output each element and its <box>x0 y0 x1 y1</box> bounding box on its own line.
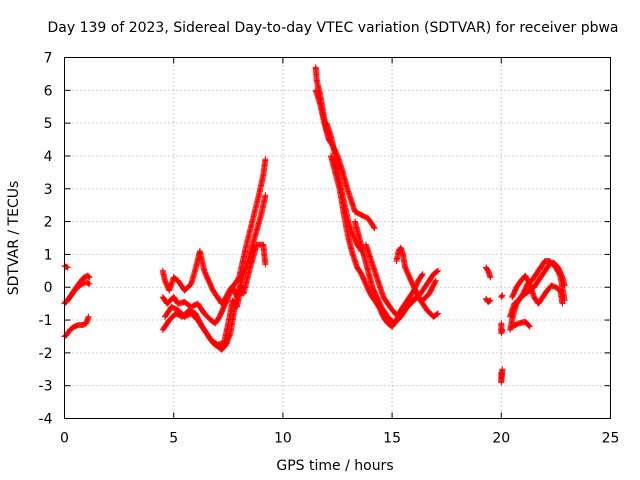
data-track <box>62 279 93 305</box>
data-point <box>64 264 71 271</box>
data-track <box>483 264 494 281</box>
data-point <box>526 323 533 330</box>
data-track <box>162 282 245 348</box>
data-point <box>432 278 439 285</box>
y-tick-label: 4 <box>44 149 53 165</box>
y-tick-label: -2 <box>39 346 53 362</box>
y-axis-label: SDTVAR / TECUs <box>6 181 22 296</box>
data-point <box>434 311 441 318</box>
data-point <box>262 192 269 199</box>
data-point <box>419 271 426 278</box>
data-point <box>499 326 506 333</box>
data-point <box>487 274 494 281</box>
data-point <box>262 261 269 268</box>
data-point <box>85 273 92 280</box>
y-tick-label: 7 <box>44 51 53 67</box>
data-point <box>434 268 441 275</box>
data-point <box>559 300 566 307</box>
data-point <box>238 282 245 289</box>
data-track <box>393 244 441 320</box>
y-tick-label: 5 <box>44 116 53 132</box>
y-tick-label: 1 <box>44 247 53 263</box>
data-track <box>61 262 71 271</box>
x-tick-label: 15 <box>383 431 401 447</box>
x-tick-label: 5 <box>169 431 178 447</box>
data-point <box>435 267 441 274</box>
data-point <box>499 292 506 299</box>
data-track <box>498 366 506 386</box>
data-point <box>432 277 439 284</box>
data-point <box>498 293 505 300</box>
x-tick-label: 20 <box>492 431 510 447</box>
data-point <box>419 272 426 278</box>
data-track <box>159 156 269 307</box>
data-series-pbwa <box>61 64 568 386</box>
x-axis-label: GPS time / hours <box>276 458 393 474</box>
y-tick-label: -3 <box>39 379 53 395</box>
chart-title: Day 139 of 2023, Sidereal Day-to-day VTE… <box>47 20 618 36</box>
data-track <box>61 313 92 340</box>
data-point <box>371 225 378 232</box>
y-tick-label: -4 <box>39 412 53 428</box>
data-track <box>498 320 506 337</box>
y-tick-label: 6 <box>44 83 53 99</box>
x-tick-label: 25 <box>602 431 620 447</box>
data-point <box>85 313 92 320</box>
data-track <box>483 295 494 305</box>
data-point <box>435 310 441 317</box>
data-track <box>498 292 506 301</box>
axis-ticks: 0 5 10 15 20 25 -4 -3 -2 -1 0 1 2 3 4 5 6 7 <box>39 51 620 447</box>
x-tick-label: 10 <box>274 431 292 447</box>
data-point <box>487 297 494 304</box>
data-track <box>362 241 439 319</box>
data-point <box>86 280 93 287</box>
y-tick-label: 3 <box>44 182 53 198</box>
data-point <box>371 224 377 231</box>
data-point <box>86 274 93 281</box>
x-tick-label: 0 <box>60 431 69 447</box>
data-track <box>509 272 566 307</box>
data-track <box>509 318 533 330</box>
data-point <box>262 156 269 163</box>
y-tick-label: 2 <box>44 215 53 231</box>
grid-lines <box>64 57 611 419</box>
data-point <box>526 322 532 329</box>
y-tick-label: -1 <box>39 313 53 329</box>
data-point <box>499 366 506 373</box>
plot-frame <box>64 57 611 419</box>
y-tick-label: 0 <box>44 280 53 296</box>
